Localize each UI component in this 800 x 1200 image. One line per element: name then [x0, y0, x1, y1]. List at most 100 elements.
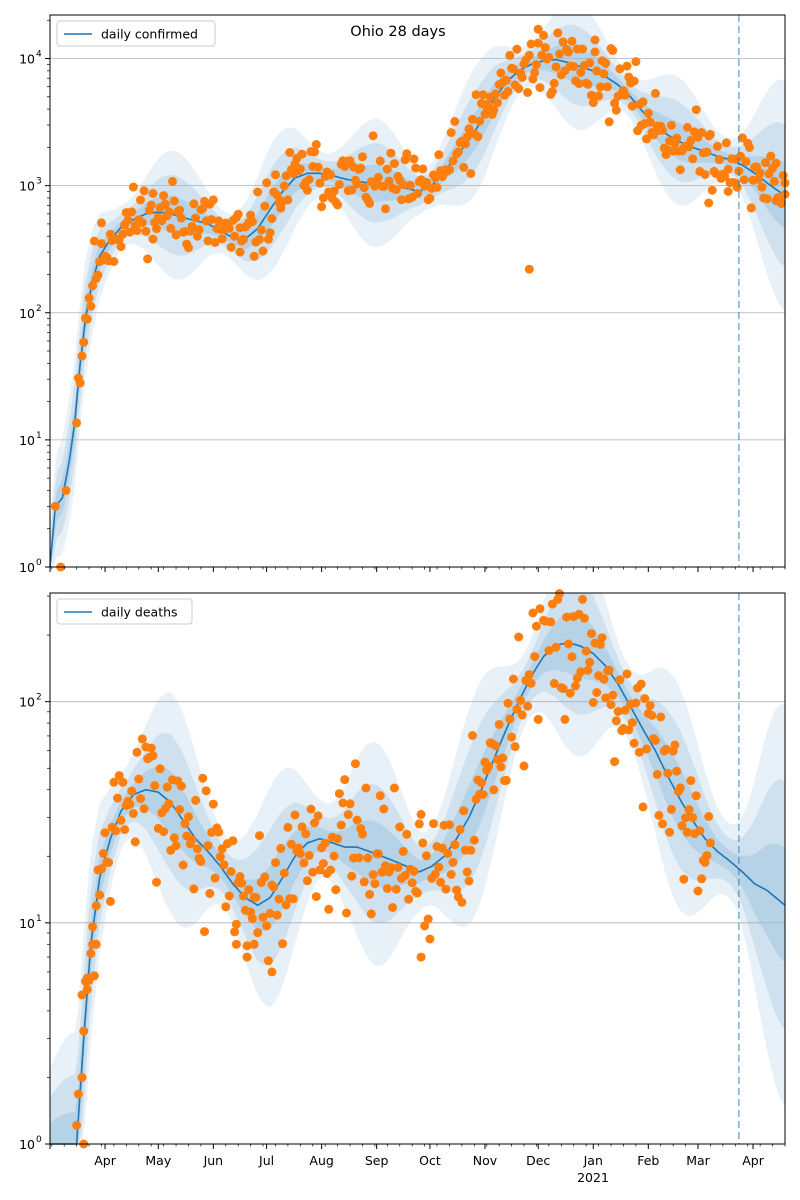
observed-point: [496, 68, 506, 78]
observed-point: [776, 199, 786, 208]
observed-point: [379, 804, 389, 814]
observed-point: [104, 858, 114, 867]
observed-point: [453, 147, 463, 157]
observed-point: [409, 154, 419, 164]
observed-point: [228, 836, 238, 846]
year-label: 2021: [577, 1170, 609, 1185]
observed-point: [583, 79, 593, 89]
observed-point: [249, 939, 259, 949]
observed-point: [324, 904, 334, 914]
observed-point: [132, 226, 142, 235]
observed-point: [700, 858, 710, 867]
observed-point: [263, 956, 273, 966]
observed-point: [402, 149, 412, 159]
observed-point: [221, 902, 231, 912]
observed-point: [558, 684, 568, 694]
observed-point: [723, 164, 733, 174]
observed-point: [533, 24, 543, 34]
observed-point: [231, 919, 241, 929]
observed-point: [310, 147, 319, 157]
observed-point: [402, 829, 412, 839]
observed-point: [665, 827, 675, 837]
observed-point: [642, 744, 651, 754]
observed-point: [295, 849, 305, 859]
observed-point: [169, 196, 179, 206]
observed-point: [215, 852, 225, 862]
observed-point: [601, 693, 611, 703]
observed-point: [189, 884, 199, 894]
confirmed-uncertainty-bands: [50, 15, 785, 568]
observed-point: [61, 486, 71, 495]
observed-point: [473, 132, 483, 142]
observed-point: [50, 501, 60, 511]
observed-point: [310, 818, 319, 828]
observed-point: [778, 171, 788, 180]
observed-point: [622, 61, 632, 71]
observed-point: [492, 98, 502, 108]
observed-point: [333, 200, 343, 210]
observed-point: [320, 838, 330, 848]
observed-point: [553, 28, 563, 38]
observed-point: [226, 242, 236, 252]
observed-point: [262, 178, 272, 188]
observed-point: [658, 125, 667, 135]
observed-point: [207, 215, 217, 224]
x-tick-label: Nov: [473, 1153, 498, 1168]
y-tick-label: 10: [19, 695, 35, 710]
observed-point: [679, 874, 689, 884]
observed-point: [526, 678, 536, 688]
observed-point: [200, 927, 209, 937]
observed-point: [531, 621, 541, 631]
observed-point: [146, 743, 156, 753]
observed-point: [704, 812, 714, 821]
observed-point: [478, 90, 488, 100]
observed-point: [95, 890, 105, 900]
observed-point: [443, 849, 453, 858]
observed-point: [159, 191, 169, 201]
observed-point: [134, 774, 144, 784]
observed-point: [430, 869, 440, 879]
observed-point: [576, 667, 586, 677]
observed-point: [89, 971, 99, 981]
observed-point: [741, 157, 751, 167]
observed-point: [297, 822, 307, 832]
observed-point: [448, 857, 458, 867]
observed-point: [604, 117, 614, 127]
observed-point: [113, 793, 122, 803]
confirmed-x-ticks: [49, 567, 786, 572]
observed-point: [251, 893, 261, 902]
observed-point: [445, 165, 454, 175]
observed-point: [460, 139, 470, 149]
observed-point: [210, 873, 220, 883]
observed-point: [672, 133, 682, 143]
observed-point: [555, 49, 564, 59]
observed-point: [603, 82, 612, 92]
observed-point: [361, 783, 371, 793]
observed-point: [688, 154, 698, 164]
observed-point: [647, 710, 657, 720]
observed-point: [640, 694, 650, 704]
observed-point: [484, 762, 493, 771]
observed-point: [547, 87, 557, 96]
observed-point: [359, 183, 369, 193]
observed-point: [184, 243, 193, 253]
observed-point: [192, 844, 202, 854]
observed-point: [524, 670, 534, 680]
observed-point: [489, 105, 499, 115]
observed-point: [329, 851, 339, 861]
observed-point: [416, 952, 426, 962]
observed-point: [109, 777, 119, 787]
observed-point: [650, 736, 660, 745]
observed-point: [382, 884, 392, 893]
observed-point: [675, 783, 685, 793]
observed-point: [304, 850, 314, 860]
observed-point: [79, 337, 89, 347]
observed-point: [114, 771, 124, 781]
observed-point: [260, 201, 270, 211]
observed-point: [171, 230, 181, 240]
observed-point: [253, 187, 263, 197]
confirmed-legend: daily confirmed: [56, 20, 216, 47]
observed-point: [413, 888, 422, 898]
